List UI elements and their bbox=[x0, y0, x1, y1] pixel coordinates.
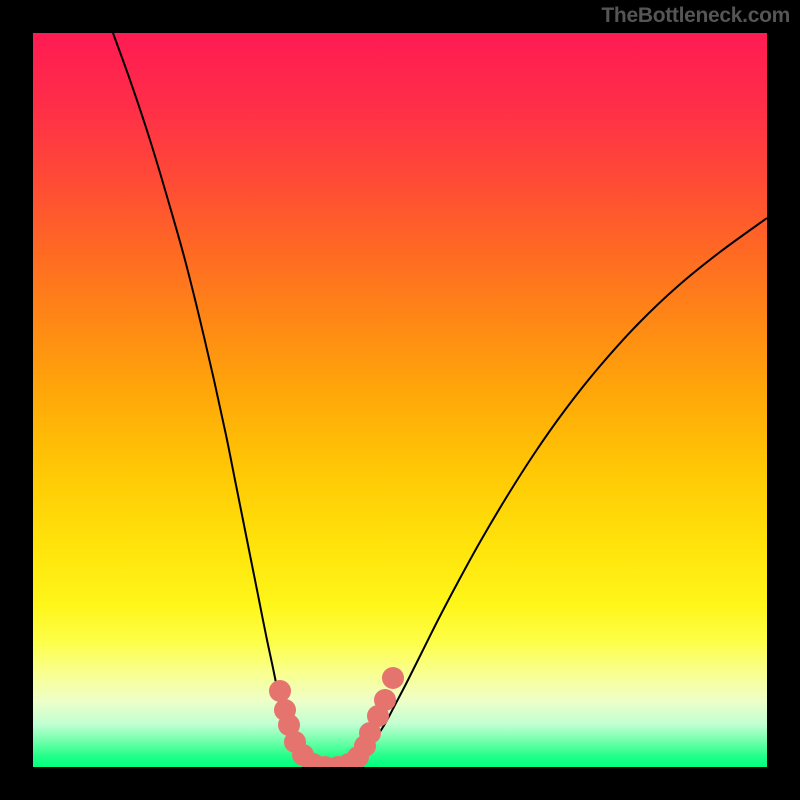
data-marker bbox=[269, 680, 291, 702]
bottleneck-chart bbox=[0, 0, 800, 800]
data-marker bbox=[374, 689, 396, 711]
watermark-text: TheBottleneck.com bbox=[601, 4, 790, 28]
data-marker bbox=[382, 667, 404, 689]
chart-container: TheBottleneck.com bbox=[0, 0, 800, 800]
gradient-background bbox=[33, 33, 767, 767]
